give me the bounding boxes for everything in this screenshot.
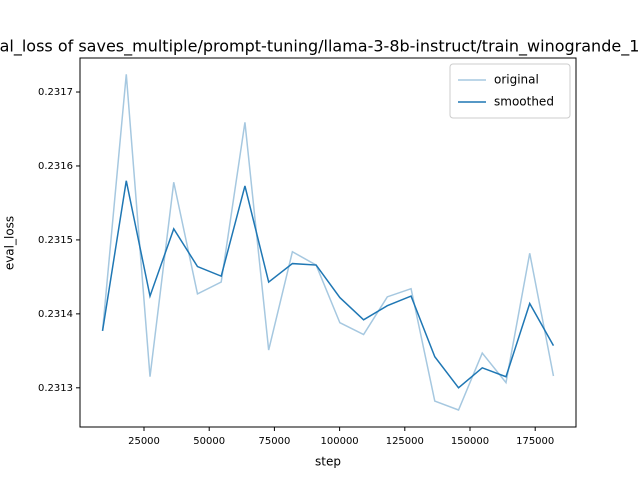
y-tick-label: 0.2315	[38, 235, 73, 246]
x-tick-label: 75000	[259, 436, 291, 447]
x-axis-label: step	[315, 455, 341, 469]
x-tick-label: 50000	[193, 436, 225, 447]
legend-label: original	[494, 73, 539, 87]
chart-title: eval_loss of saves_multiple/prompt-tunin…	[0, 37, 640, 57]
legend-label: smoothed	[494, 95, 554, 109]
line-series	[101, 180, 555, 389]
x-tick-label: 175000	[516, 436, 554, 447]
x-tick-label: 125000	[386, 436, 424, 447]
x-tick-label: 100000	[321, 436, 359, 447]
y-axis-label: eval_loss	[3, 216, 17, 270]
x-tick-label: 150000	[451, 436, 489, 447]
x-tick-label: 25000	[128, 436, 160, 447]
y-tick-label: 0.2314	[38, 309, 73, 320]
line-series	[101, 74, 555, 411]
y-tick-label: 0.2316	[38, 161, 73, 172]
legend-box	[449, 63, 571, 119]
plot-frame	[79, 57, 577, 428]
y-tick-label: 0.2317	[38, 87, 73, 98]
y-tick-label: 0.2313	[38, 383, 73, 394]
